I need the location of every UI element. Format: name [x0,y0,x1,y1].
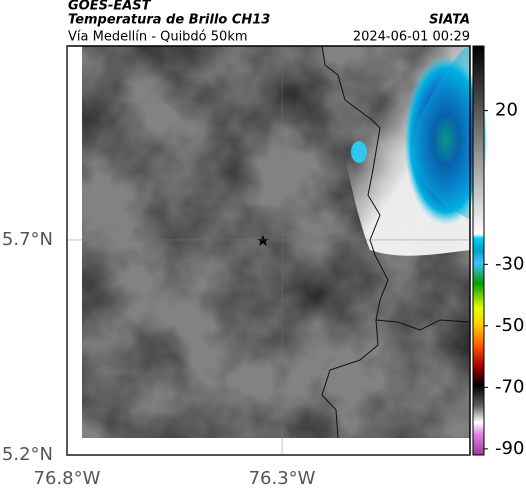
datetime: 2024-06-01 00:29 [353,30,470,45]
cell [351,141,367,163]
header: GOES-EAST Temperatura de Brillo CH13 Vía… [68,0,470,45]
satellite-image [82,45,488,439]
colorbar-tick-label: 20 [495,100,518,121]
colorbar-tick-label: -50 [495,315,524,336]
colorbar [472,45,485,456]
station-marker [257,235,269,246]
x-tick-label: 76.3°W [249,468,316,489]
agency: SIATA [429,13,470,28]
product: Temperatura de Brillo CH13 [68,13,270,28]
colorbar-tick-label: -90 [495,438,524,459]
y-tick-label: 5.7°N [2,229,53,250]
colorbar-tick-label: -30 [495,253,524,274]
x-tick-label: 76.8°W [34,468,101,489]
borders [321,45,471,439]
storm-core [404,55,488,225]
y-tick-label: 5.2°N [2,444,53,465]
source: GOES-EAST [68,0,152,14]
route: Vía Medellín - Quibdó 50km [68,30,248,45]
colorbar-tick-label: -70 [495,376,524,397]
storm-edge [410,46,470,220]
